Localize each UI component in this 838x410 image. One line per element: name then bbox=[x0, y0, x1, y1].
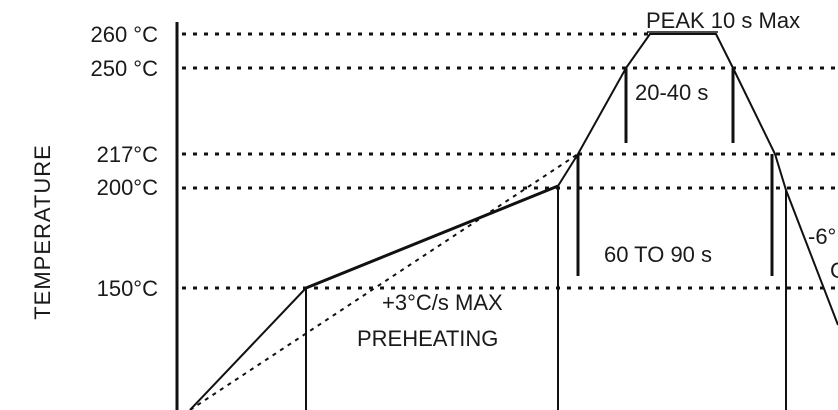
annotation-peak: PEAK 10 s Max bbox=[646, 8, 800, 33]
temperature-profile-line bbox=[189, 33, 838, 410]
y-tick-label-260: 260 °C bbox=[90, 22, 158, 47]
y-tick-label-250: 250 °C bbox=[90, 56, 158, 81]
y-tick-label-150: 150°C bbox=[97, 276, 159, 301]
annotation-preheating: PREHEATING bbox=[357, 326, 498, 351]
y-tick-label-200: 200°C bbox=[97, 175, 159, 200]
annotation-cooling-rate: -6° bbox=[808, 224, 836, 249]
y-tick-label-217: 217°C bbox=[97, 142, 159, 167]
y-axis-label: TEMPERATURE bbox=[30, 144, 55, 320]
preheat-segment bbox=[305, 184, 559, 290]
max-ramp-dotted-line bbox=[189, 153, 579, 410]
annotation-20-40: 20-40 s bbox=[635, 80, 708, 105]
annotation-60-90: 60 TO 90 s bbox=[604, 242, 712, 267]
annotation-cooling-unit: C bbox=[830, 258, 838, 283]
annotation-ramp-rate: +3°C/s MAX bbox=[382, 290, 503, 315]
